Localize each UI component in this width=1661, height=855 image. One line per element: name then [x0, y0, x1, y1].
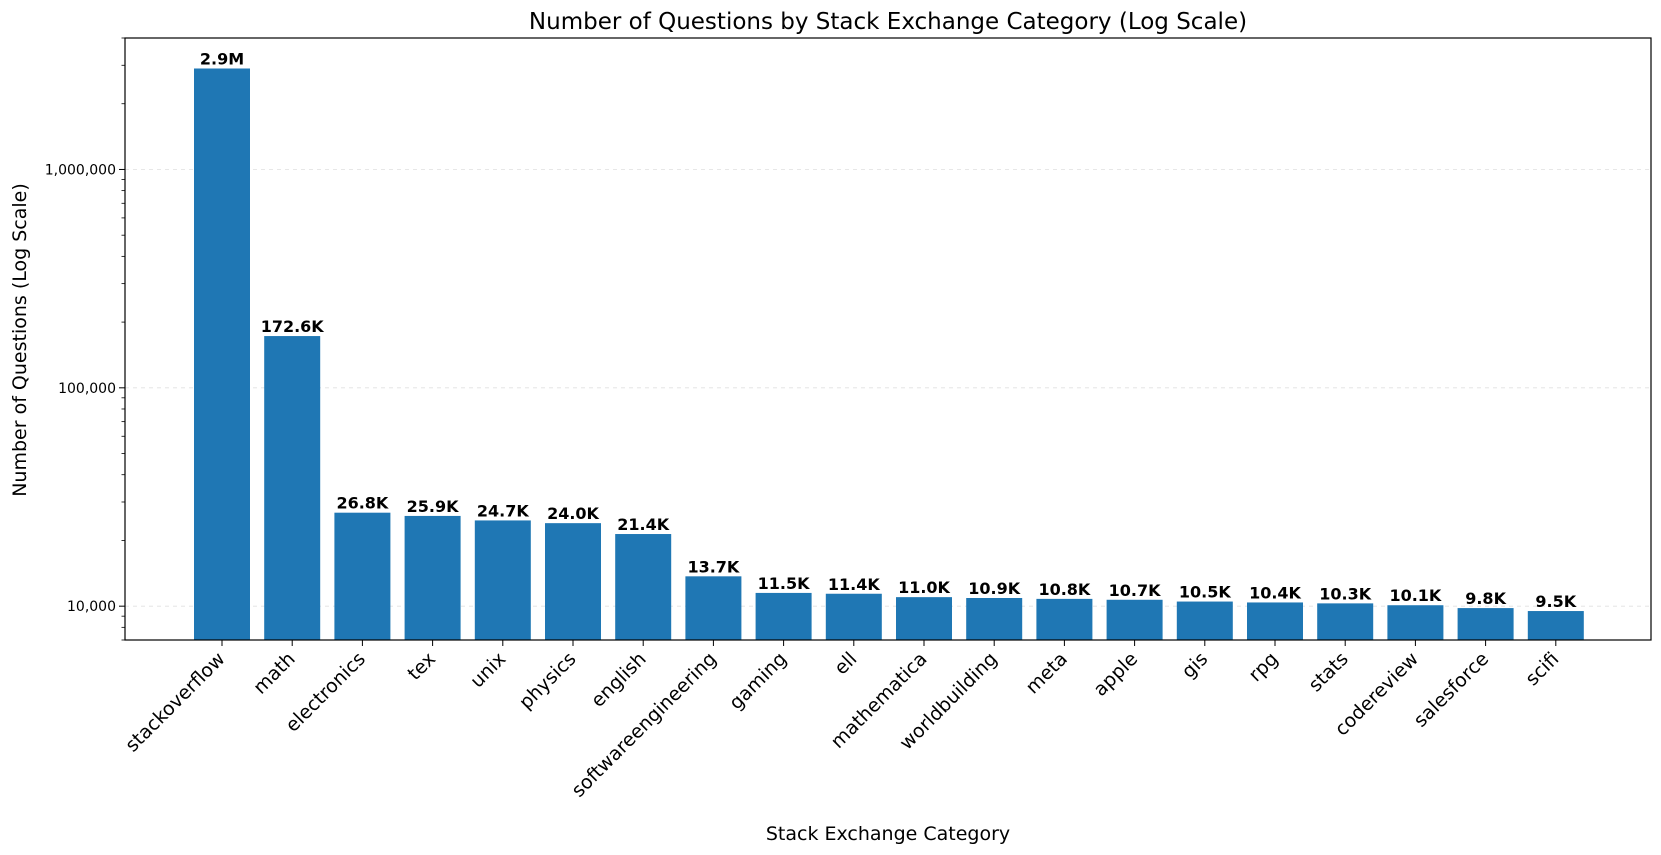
data-label-gaming: 11.5K	[758, 574, 810, 593]
x-axis-label: Stack Exchange Category	[766, 823, 1010, 845]
bar-scifi	[1527, 611, 1584, 640]
data-label-electronics: 26.8K	[336, 494, 388, 513]
x-tick-label-physics: physics	[515, 648, 581, 714]
x-tick-label-scifi: scifi	[1521, 648, 1563, 690]
data-label-gis: 10.5K	[1179, 583, 1231, 602]
bar-salesforce	[1457, 608, 1514, 640]
bar-gaming	[755, 592, 812, 640]
bar-stats	[1317, 603, 1374, 640]
data-label-physics: 24.0K	[547, 504, 599, 523]
bar-softwareengineering	[685, 576, 742, 640]
data-label-ell: 11.4K	[828, 575, 880, 594]
data-label-meta: 10.8K	[1038, 580, 1090, 599]
data-label-codereview: 10.1K	[1389, 586, 1441, 605]
data-label-scifi: 9.5K	[1535, 592, 1576, 611]
bar-physics	[545, 523, 601, 640]
x-tick-label-english: english	[587, 648, 651, 712]
x-tick-label-gis: gis	[1178, 648, 1213, 683]
x-tick-label-gaming: gaming	[725, 648, 791, 714]
data-labels: 2.9M 172.6K 26.8K 25.9K 24.7K 24.0K 21.4K 13.7K…	[200, 49, 1577, 611]
bar-unix	[474, 520, 531, 640]
bar-apple	[1106, 599, 1163, 640]
plot-area-frame	[124, 37, 1652, 641]
x-tick-label-salesforce: salesforce	[1410, 648, 1494, 732]
x-tick-label-stackoverflow: stackoverflow	[121, 648, 229, 756]
bar-codereview	[1387, 605, 1444, 640]
bar-math	[264, 336, 321, 640]
x-tick-label-ell: ell	[830, 648, 861, 679]
data-label-tex: 25.9K	[407, 497, 459, 516]
data-label-rpg: 10.4K	[1249, 583, 1301, 602]
x-tick-label-tex: tex	[403, 648, 440, 685]
y-axis-label: Number of Questions (Log Scale)	[9, 183, 31, 497]
bar-ell	[825, 593, 882, 640]
bar-english	[615, 534, 672, 640]
x-tick-label-meta: meta	[1022, 648, 1072, 698]
x-tick-label-rpg: rpg	[1244, 648, 1282, 686]
bar-tex	[404, 515, 461, 640]
data-label-apple: 10.7K	[1109, 581, 1161, 600]
x-tick-label-math: math	[249, 648, 300, 699]
data-label-math: 172.6K	[261, 317, 325, 336]
data-label-stackoverflow: 2.9M	[200, 49, 244, 68]
x-tick-label-stats: stats	[1304, 648, 1352, 696]
x-tick-label-unix: unix	[466, 648, 510, 692]
x-tick-label-apple: apple	[1089, 648, 1142, 701]
bar-mathematica	[896, 597, 952, 640]
bar-electronics	[334, 512, 391, 640]
chart-title: Number of Questions by Stack Exchange Ca…	[529, 9, 1247, 35]
bar-meta	[1036, 598, 1093, 640]
data-label-unix: 24.7K	[477, 501, 529, 520]
y-tick-label: 10,000	[67, 599, 116, 615]
y-axis-ticks: 10,000 100,000 1,000,000	[45, 37, 125, 641]
bar-rpg	[1247, 602, 1303, 640]
data-label-stats: 10.3K	[1319, 584, 1371, 603]
data-label-softwareengineering: 13.7K	[687, 557, 739, 576]
bar-worldbuilding	[966, 598, 1023, 640]
gridlines	[125, 169, 1651, 607]
y-tick-label: 1,000,000	[45, 162, 116, 178]
data-label-english: 21.4K	[617, 515, 669, 534]
y-tick-label: 100,000	[58, 381, 116, 397]
data-label-worldbuilding: 10.9K	[968, 579, 1020, 598]
bar-gis	[1176, 601, 1233, 640]
x-tick-label-softwareengineering: softwareengineering	[567, 648, 721, 802]
data-label-mathematica: 11.0K	[898, 578, 950, 597]
bar-stackoverflow	[194, 68, 250, 640]
bars	[194, 68, 1584, 640]
data-label-salesforce: 9.8K	[1465, 589, 1506, 608]
